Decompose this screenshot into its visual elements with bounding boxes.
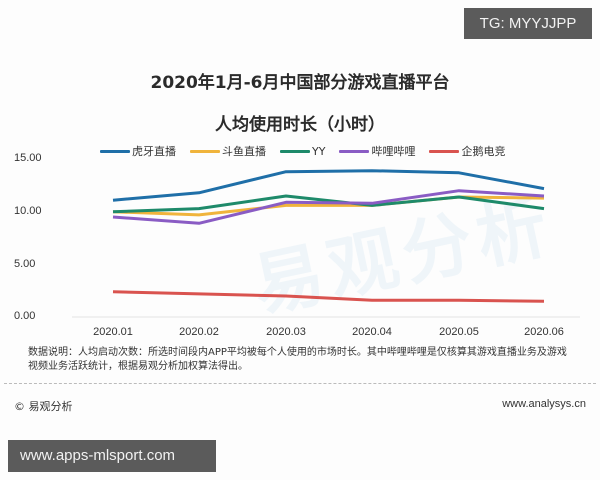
series-line (112, 189, 545, 225)
x-tick-2020-02: 2020.02 (179, 326, 219, 338)
legend-item: 斗鱼直播 (190, 143, 266, 159)
chart-title-line1: 2020年1月-6月中国部分游戏直播平台 (150, 73, 450, 93)
legend-swatch-icon (280, 149, 310, 153)
y-tick-10: 10.00 (14, 205, 42, 217)
legend-label: 企鹅电竞 (461, 145, 506, 158)
x-tick-2020-03: 2020.03 (266, 326, 306, 338)
footer-website-link[interactable]: www.analysys.cn (502, 398, 586, 410)
divider (4, 383, 596, 384)
y-tick-0: 0.00 (14, 310, 36, 322)
legend-label: YY (312, 144, 326, 158)
legend-swatch-icon (429, 149, 460, 153)
legend-swatch-icon (190, 149, 220, 153)
url-badge: www.apps-mlsport.com (8, 440, 216, 472)
data-note: 数据说明：人均启动次数：所选时间段内APP平均被每个人使用的市场时长。其中哔哩哔… (28, 347, 567, 372)
x-tick-2020-04: 2020.04 (352, 326, 392, 338)
series-line (112, 195, 545, 217)
legend-label: 斗鱼直播 (222, 145, 266, 158)
legend-label: 哔哩哔哩 (371, 145, 416, 158)
legend-label: 虎牙直播 (132, 145, 176, 158)
x-tick-2020-01: 2020.01 (93, 326, 133, 338)
y-tick-15: 15.00 (14, 152, 42, 164)
series-line (112, 194, 545, 214)
x-tick-2020-05: 2020.05 (439, 326, 479, 338)
legend-item: YY (280, 145, 325, 158)
tg-badge: TG: MYYJJPP (464, 8, 592, 39)
x-tick-2020-06: 2020.06 (524, 326, 564, 338)
legend-item: 哔哩哔哩 (339, 143, 415, 159)
footer-copyright: © 易观分析 (14, 400, 73, 413)
series-line (112, 290, 545, 303)
legend-item: 企鹅电竞 (429, 143, 505, 159)
series-line (112, 169, 545, 202)
chart-title-line2: 人均使用时长（小时） (215, 115, 385, 135)
legend-swatch-icon (339, 149, 370, 153)
legend-item: 虎牙直播 (100, 143, 176, 159)
legend-swatch-icon (100, 149, 130, 153)
y-tick-5: 5.00 (14, 258, 36, 270)
chart-legend: 虎牙直播 斗鱼直播 YY 哔哩哔哩 企鹅电竞 (100, 143, 519, 159)
